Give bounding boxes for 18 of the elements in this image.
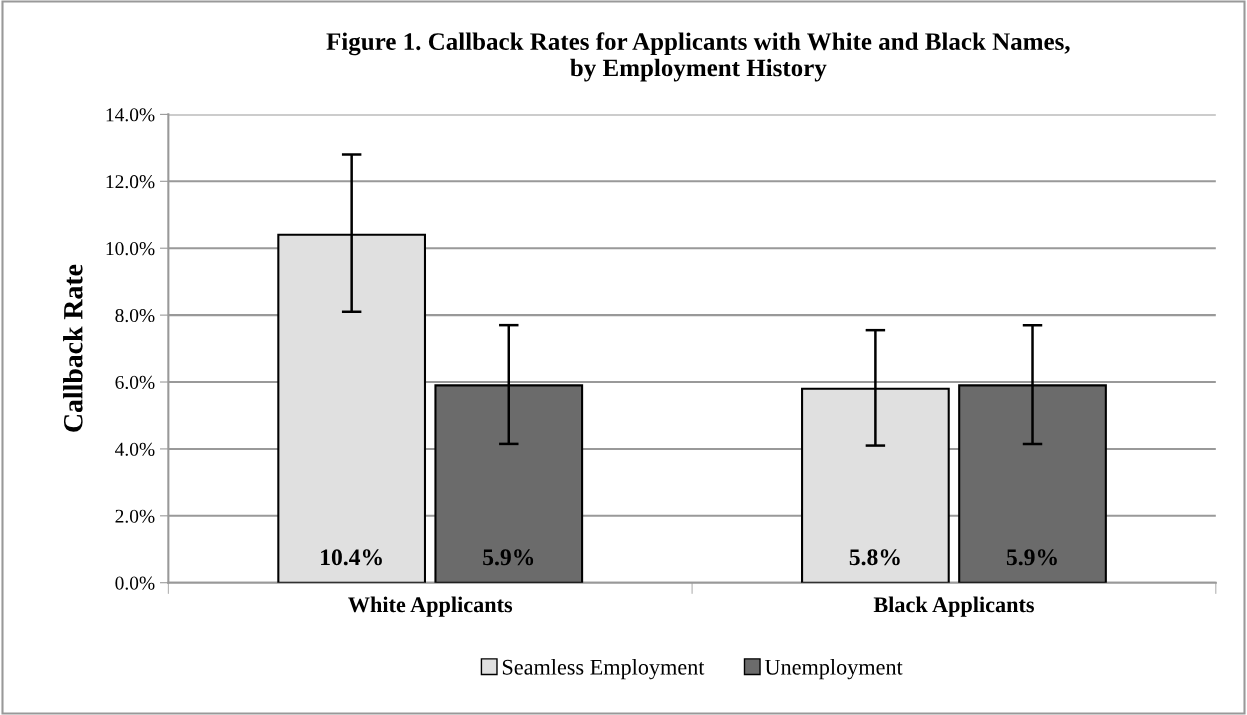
data-label: 10.4% (321, 549, 382, 566)
y-tick-label: 4.0% (115, 442, 155, 456)
data-label: 5.9% (1006, 549, 1057, 566)
y-tick-label: 14.0% (106, 108, 155, 122)
y-tick-label: 0.0% (115, 576, 155, 590)
y-tick-label: 6.0% (115, 375, 155, 390)
x-tick-label: Black Applicants (873, 596, 1034, 617)
legend-label: Seamless Employment (502, 659, 705, 680)
y-tick-label: 2.0% (115, 509, 155, 523)
data-label: 5.8% (849, 549, 900, 566)
legend-label: Unemployment (764, 659, 903, 680)
y-tick-label: 8.0% (115, 308, 155, 323)
y-tick-label: 10.0% (106, 242, 155, 256)
y-tick-label: 12.0% (106, 175, 155, 189)
chart-title: Figure 1. Callback Rates for Applicants with White and Black Names, by Employment History (326, 32, 1070, 82)
y-axis-title: Callback Rate (63, 264, 83, 432)
x-tick-label: White Applicants (348, 596, 513, 617)
data-label: 5.9% (483, 549, 534, 566)
